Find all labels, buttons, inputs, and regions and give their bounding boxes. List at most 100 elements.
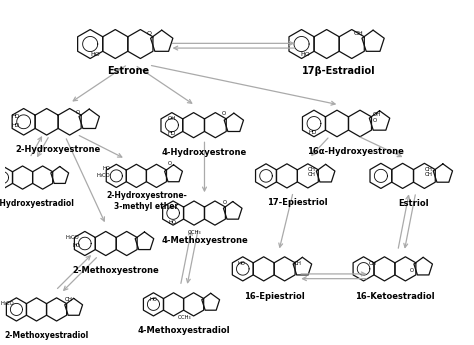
Text: HO: HO: [11, 123, 19, 128]
Polygon shape: [395, 257, 416, 281]
Text: HO: HO: [149, 297, 157, 302]
Polygon shape: [128, 30, 153, 59]
Polygon shape: [65, 298, 82, 315]
Polygon shape: [183, 112, 204, 138]
Polygon shape: [78, 30, 103, 59]
Text: HO: HO: [169, 220, 177, 225]
Polygon shape: [79, 109, 100, 128]
Polygon shape: [276, 164, 297, 188]
Text: 17-Epiestriol: 17-Epiestriol: [267, 198, 328, 207]
Text: OH: OH: [294, 260, 301, 266]
Polygon shape: [369, 111, 390, 130]
Polygon shape: [103, 30, 128, 59]
Text: Estriol: Estriol: [398, 199, 429, 208]
Text: HO: HO: [90, 52, 100, 57]
Polygon shape: [74, 231, 95, 256]
Text: O: O: [410, 268, 414, 273]
Text: 4-Methoxyestrone: 4-Methoxyestrone: [161, 236, 248, 245]
Polygon shape: [374, 257, 395, 281]
Text: HO: HO: [103, 166, 110, 171]
Text: 2-Hydroxyestrone: 2-Hydroxyestrone: [16, 146, 101, 155]
Polygon shape: [348, 110, 372, 137]
Polygon shape: [12, 108, 35, 135]
Text: 16-Ketoestradiol: 16-Ketoestradiol: [355, 292, 435, 300]
Polygon shape: [164, 165, 182, 182]
Polygon shape: [6, 298, 27, 321]
Text: OH: OH: [425, 172, 433, 177]
Polygon shape: [127, 164, 146, 187]
Polygon shape: [204, 201, 226, 225]
Polygon shape: [183, 201, 204, 225]
Text: OH: OH: [373, 112, 382, 117]
Text: O: O: [373, 118, 377, 123]
Polygon shape: [146, 164, 166, 187]
Text: O: O: [222, 111, 226, 116]
Text: OH: OH: [308, 172, 316, 177]
Polygon shape: [314, 30, 339, 59]
Text: OH: OH: [354, 31, 364, 36]
Polygon shape: [27, 298, 46, 321]
Polygon shape: [223, 201, 242, 219]
Polygon shape: [58, 108, 81, 135]
Polygon shape: [232, 257, 253, 281]
Polygon shape: [164, 293, 183, 316]
Polygon shape: [316, 164, 335, 182]
Polygon shape: [46, 298, 67, 321]
Text: OH: OH: [65, 297, 73, 302]
Text: HO: HO: [237, 260, 246, 266]
Text: 17β-Estradiol: 17β-Estradiol: [302, 66, 376, 76]
Text: OCH₃: OCH₃: [187, 230, 201, 235]
Polygon shape: [302, 110, 326, 137]
Polygon shape: [339, 30, 365, 59]
Polygon shape: [224, 113, 244, 131]
Polygon shape: [12, 166, 33, 189]
Polygon shape: [370, 163, 392, 188]
Text: HO: HO: [73, 243, 81, 248]
Text: OH: OH: [368, 260, 376, 266]
Polygon shape: [0, 166, 12, 189]
Text: Estrone: Estrone: [107, 66, 149, 76]
Text: 2-Hydroxyestradiol: 2-Hydroxyestradiol: [0, 199, 74, 208]
Polygon shape: [326, 110, 348, 137]
Text: O: O: [76, 110, 80, 115]
Text: HO: HO: [167, 131, 176, 136]
Text: H₃CO: H₃CO: [0, 301, 14, 306]
Polygon shape: [297, 164, 319, 188]
Text: 2-Methoxyestradiol: 2-Methoxyestradiol: [4, 331, 89, 340]
Text: OH: OH: [167, 116, 176, 121]
Polygon shape: [106, 164, 127, 187]
Polygon shape: [274, 257, 295, 281]
Polygon shape: [414, 257, 432, 275]
Text: OCH₃: OCH₃: [178, 315, 192, 321]
Polygon shape: [144, 293, 164, 316]
Polygon shape: [253, 257, 274, 281]
Polygon shape: [433, 164, 453, 182]
Text: 16α-Hydroxyestrone: 16α-Hydroxyestrone: [307, 147, 404, 156]
Polygon shape: [293, 257, 312, 275]
Text: O: O: [146, 31, 151, 36]
Polygon shape: [116, 231, 137, 256]
Text: 4-Hydroxyestrone: 4-Hydroxyestrone: [162, 148, 247, 157]
Text: OH: OH: [308, 167, 316, 171]
Text: HO: HO: [301, 52, 310, 57]
Polygon shape: [204, 112, 226, 138]
Polygon shape: [33, 166, 53, 189]
Text: H₃CO: H₃CO: [65, 235, 79, 240]
Text: 2-Hydroxyestrone-
3-methyl ether: 2-Hydroxyestrone- 3-methyl ether: [106, 191, 187, 211]
Text: 4-Methoxyestradiol: 4-Methoxyestradiol: [137, 326, 230, 335]
Polygon shape: [183, 293, 204, 316]
Polygon shape: [163, 201, 183, 225]
Polygon shape: [95, 231, 116, 256]
Polygon shape: [362, 30, 384, 51]
Polygon shape: [392, 163, 413, 188]
Text: 16-Epiestriol: 16-Epiestriol: [244, 292, 304, 300]
Text: HO: HO: [309, 130, 317, 136]
Polygon shape: [161, 112, 183, 138]
Polygon shape: [289, 30, 314, 59]
Polygon shape: [413, 163, 435, 188]
Polygon shape: [35, 108, 58, 135]
Text: HO: HO: [11, 114, 19, 119]
Text: 2-Methoxyestrone: 2-Methoxyestrone: [73, 266, 160, 276]
Polygon shape: [255, 164, 276, 188]
Polygon shape: [353, 257, 374, 281]
